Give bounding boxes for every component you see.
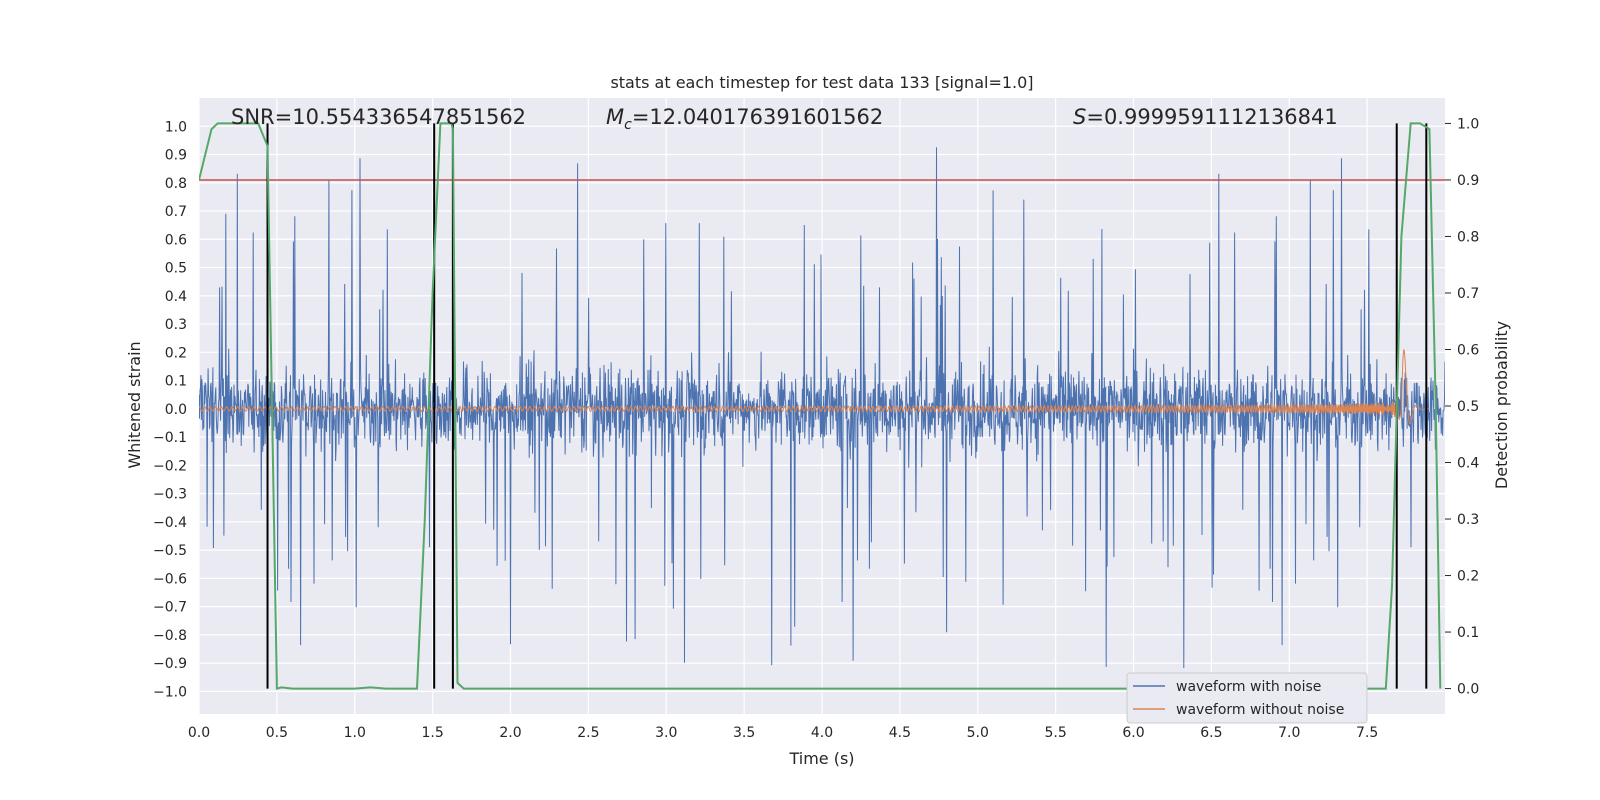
y2-tick-label: 0.0 [1457, 682, 1479, 698]
y-tick-label: −0.9 [153, 656, 187, 672]
x-tick-label: 2.0 [499, 725, 521, 741]
y-tick-label: −0.5 [153, 543, 187, 559]
x-tick-label: 7.5 [1356, 725, 1378, 741]
x-tick-label: 5.5 [1044, 725, 1066, 741]
snr-annotation: SNR=10.554336547851562 [231, 105, 526, 129]
y-tick-label: 0.5 [165, 261, 187, 277]
y-tick-label: 0.9 [165, 148, 187, 164]
y-tick-label: 0.2 [165, 345, 187, 361]
y2-tick-label: 0.4 [1457, 456, 1479, 472]
x-tick-label: 4.0 [811, 725, 833, 741]
x-axis-label: Time (s) [788, 749, 854, 768]
y-tick-label: 0.8 [165, 176, 187, 192]
y-axis-label: Whitened strain [125, 341, 144, 468]
y-tick-label: 1.0 [165, 119, 187, 135]
x-tick-label: 0.5 [266, 725, 288, 741]
y2-tick-label: 0.1 [1457, 625, 1479, 641]
y2-tick-label: 0.5 [1457, 399, 1479, 415]
y-tick-label: −0.6 [153, 571, 187, 587]
x-tick-label: 3.5 [733, 725, 755, 741]
y-tick-label: 0.7 [165, 204, 187, 220]
y2-tick-label: 0.7 [1457, 286, 1479, 302]
chirp-mass-subscript: c [624, 117, 632, 133]
x-tick-label: 1.5 [421, 725, 443, 741]
y2-tick-label: 0.9 [1457, 173, 1479, 189]
legend: waveform with noise waveform without noi… [1126, 672, 1368, 724]
score-symbol: S [1073, 105, 1086, 129]
series-waveform-without-noise [199, 349, 1430, 425]
y-tick-label: −1.0 [153, 684, 187, 700]
chirp-mass-value: =12.040176391601562 [632, 105, 883, 129]
y-tick-label: 0.1 [165, 374, 187, 390]
x-tick-label: 4.5 [889, 725, 911, 741]
y-tick-label: 0.6 [165, 232, 187, 248]
y2-tick-label: 0.8 [1457, 229, 1479, 245]
y2-tick-label: 0.3 [1457, 512, 1479, 528]
x-tick-label: 6.0 [1122, 725, 1144, 741]
y-tick-label: −0.1 [153, 430, 187, 446]
y2-tick-label: 0.2 [1457, 569, 1479, 585]
chart-title: stats at each timestep for test data 133… [610, 73, 1033, 92]
score-value: =0.9999591112136841 [1086, 105, 1337, 129]
x-tick-label: 2.5 [577, 725, 599, 741]
y-tick-label: −0.7 [153, 600, 187, 616]
x-tick-label: 0.0 [188, 725, 210, 741]
series-waveform-with-noise [199, 147, 1445, 669]
legend-box [1126, 672, 1368, 724]
score-annotation: S=0.9999591112136841 [1073, 105, 1338, 129]
y2-tick-label: 0.6 [1457, 342, 1479, 358]
x-tick-label: 1.0 [344, 725, 366, 741]
y2-axis-label: Detection probability [1492, 321, 1511, 489]
y2-tick-label: 1.0 [1457, 116, 1479, 132]
y-tick-label: −0.8 [153, 628, 187, 644]
legend-label-noise: waveform with noise [1176, 679, 1321, 695]
x-tick-label: 7.0 [1278, 725, 1300, 741]
y-tick-label: −0.4 [153, 515, 187, 531]
chirp-mass-annotation: Mc=12.040176391601562 [606, 105, 883, 133]
x-tick-label: 6.5 [1200, 725, 1222, 741]
y-tick-label: 0.4 [165, 289, 187, 305]
y-tick-label: 0.3 [165, 317, 187, 333]
x-tick-label: 3.0 [655, 725, 677, 741]
chirp-mass-symbol: M [606, 105, 624, 129]
y-tick-label: −0.3 [153, 487, 187, 503]
y-tick-label: −0.2 [153, 458, 187, 474]
y-tick-label: 0.0 [165, 402, 187, 418]
legend-label-clean: waveform without noise [1176, 702, 1344, 718]
x-tick-label: 5.0 [967, 725, 989, 741]
series-detection-probability [199, 122, 1442, 690]
